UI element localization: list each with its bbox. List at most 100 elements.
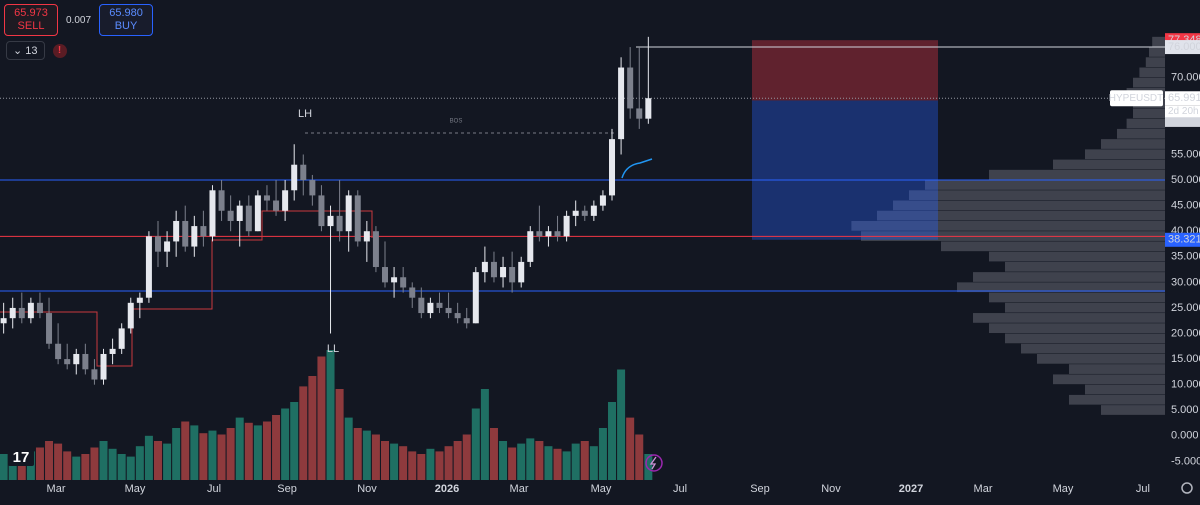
volume-profile-bar xyxy=(1145,57,1165,68)
volume-profile-bar xyxy=(973,272,1165,282)
candle-body xyxy=(127,302,134,329)
volume-bar xyxy=(126,456,135,480)
indicator-count: 13 xyxy=(25,45,38,57)
candle-body xyxy=(463,318,470,324)
volume-profile-bar xyxy=(1152,36,1165,47)
candle-body xyxy=(581,210,588,216)
volume-profile-bar xyxy=(989,251,1165,262)
indicator-toggle[interactable]: ⌄ 13 xyxy=(6,41,45,60)
alert-icon[interactable]: ! xyxy=(52,43,67,58)
candle-body xyxy=(454,313,461,319)
volume-bar xyxy=(235,417,244,480)
indicator-row: ⌄ 13 ! xyxy=(6,41,67,60)
candle-body xyxy=(609,139,616,196)
volume-bar xyxy=(135,446,144,480)
order-block-outline xyxy=(0,210,373,367)
volume-bar xyxy=(635,434,644,480)
volume-bar xyxy=(72,456,81,480)
y-tick-label: 45.000 xyxy=(1171,200,1200,212)
candle-body xyxy=(209,190,216,237)
flash-icon[interactable] xyxy=(645,454,663,472)
x-tick-label: Mar xyxy=(47,483,66,495)
y-tick-label: -5.000 xyxy=(1171,455,1200,467)
candle-body xyxy=(318,195,325,227)
candle-body xyxy=(282,190,289,211)
volume-profile-bar xyxy=(1133,108,1165,119)
y-tick-label: 0.000 xyxy=(1171,430,1199,442)
candle-body xyxy=(409,287,416,298)
volume-profile-bar xyxy=(1126,118,1165,129)
volume-bar xyxy=(499,441,508,480)
candle-body xyxy=(627,67,634,109)
candle-body xyxy=(400,277,407,288)
buy-button[interactable]: 65.980 BUY xyxy=(99,4,154,36)
x-tick-label: May xyxy=(125,483,146,495)
volume-bar xyxy=(226,428,235,480)
settings-icon[interactable] xyxy=(1181,482,1193,494)
x-tick-label: Nov xyxy=(821,483,841,495)
price-axis-bg xyxy=(1165,0,1200,505)
candle-body xyxy=(291,164,298,191)
candle-body xyxy=(82,353,89,370)
volume-profile-bar xyxy=(1149,47,1165,57)
volume-bar xyxy=(45,441,54,480)
volume-bar xyxy=(362,430,371,480)
volume-bar xyxy=(317,356,326,480)
candle-body xyxy=(154,236,161,252)
candle-body xyxy=(191,226,198,247)
volume-profile-bar xyxy=(989,169,1165,180)
x-tick-label: Mar xyxy=(974,483,993,495)
annotation-bos: BOS xyxy=(450,119,463,125)
volume-profile-bar xyxy=(1139,67,1165,78)
target-label: 38.321 xyxy=(1168,234,1200,246)
svg-text:17: 17 xyxy=(13,449,30,466)
candle-body xyxy=(354,195,361,242)
y-tick-label: 70.000 xyxy=(1171,72,1200,84)
time-axis-bg xyxy=(0,480,1200,505)
candle-body xyxy=(345,195,352,232)
volume-bar xyxy=(444,446,453,480)
volume-bar xyxy=(608,402,617,480)
volume-profile-bar xyxy=(1085,149,1165,160)
volume-bar xyxy=(489,428,498,480)
trade-widget: 65.973 SELL 0.007 65.980 BUY xyxy=(4,4,154,36)
y-tick-label: 15.000 xyxy=(1171,353,1200,365)
x-tick-label: May xyxy=(1053,483,1074,495)
last-price-label: 65.991 xyxy=(1168,92,1200,104)
high-label: 76.000 xyxy=(1168,41,1200,53)
volume-bar xyxy=(553,448,562,480)
volume-bar xyxy=(353,428,362,480)
volume-bar xyxy=(508,447,517,480)
volume-bar xyxy=(99,441,108,480)
candle-body xyxy=(91,369,98,380)
x-tick-label: 2026 xyxy=(435,483,459,495)
target-label-bg xyxy=(1165,232,1200,247)
symbol-label-bg xyxy=(1110,90,1163,107)
volume-bar xyxy=(190,425,199,480)
volume-bar xyxy=(571,443,580,480)
volume-profile-bar xyxy=(851,220,1165,231)
candle-body xyxy=(418,297,425,314)
volume-profile-bar xyxy=(989,292,1165,303)
sell-button[interactable]: 65.973 SELL xyxy=(4,4,58,36)
volume-bar xyxy=(644,454,653,480)
candle-body xyxy=(481,261,488,273)
x-tick-label: Jul xyxy=(207,483,221,495)
candle-body xyxy=(27,302,34,319)
volume-bar xyxy=(544,446,553,480)
volume-bar xyxy=(435,451,444,480)
volume-bar xyxy=(517,443,526,480)
flash-glyph xyxy=(649,456,657,470)
y-tick-label: 50.000 xyxy=(1171,174,1200,186)
volume-bar xyxy=(8,460,17,480)
candle-body xyxy=(636,108,643,119)
volume-bar xyxy=(172,428,181,480)
volume-profile-bar xyxy=(1053,374,1165,385)
candle-body xyxy=(36,302,43,314)
volume-profile-bar xyxy=(973,313,1165,323)
candle-body xyxy=(382,267,389,283)
volume-bar xyxy=(262,421,271,480)
symbol-label: HYPEUSDT xyxy=(1109,93,1163,104)
volume-bar xyxy=(163,443,172,480)
